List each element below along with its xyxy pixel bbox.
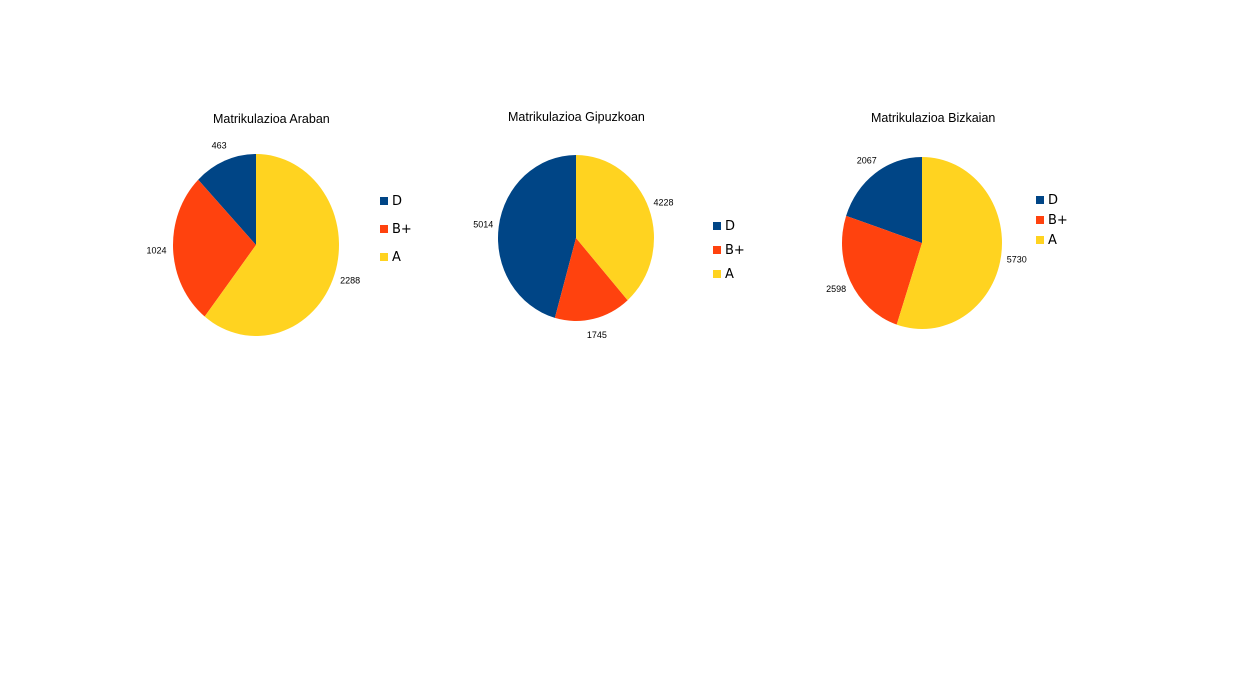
legend-label: B+ <box>392 221 412 237</box>
legend-swatch-bplus <box>1036 216 1044 224</box>
legend-araban: D B+ A <box>380 191 412 267</box>
legend-item-a: A <box>1036 230 1068 250</box>
legend-swatch-d <box>713 222 721 230</box>
legend-swatch-d <box>1036 196 1044 204</box>
pie-slice-d <box>498 155 576 318</box>
pie-slice-a <box>204 154 340 336</box>
legend-swatch-d <box>380 197 388 205</box>
pie-slice-bplus <box>172 179 256 317</box>
legend-gipuzkoan: D B+ A <box>713 216 745 284</box>
data-label-bplus: 1024 <box>147 246 167 256</box>
data-label-a: 5730 <box>1007 255 1027 265</box>
data-label-a: 4228 <box>654 198 674 208</box>
chart-title-araban: Matrikulazioa Araban <box>213 112 330 126</box>
legend-label: D <box>725 218 736 234</box>
data-label-d: 2067 <box>857 156 877 166</box>
legend-swatch-bplus <box>713 246 721 254</box>
legend-item-a: A <box>713 264 745 284</box>
chart-title-bizkaian: Matrikulazioa Bizkaian <box>871 111 996 125</box>
chart-title-gipuzkoan: Matrikulazioa Gipuzkoan <box>508 110 645 124</box>
legend-item-bplus: B+ <box>1036 210 1068 230</box>
pie-slice-a <box>576 155 654 301</box>
legend-bizkaian: D B+ A <box>1036 190 1068 250</box>
legend-item-d: D <box>1036 190 1068 210</box>
legend-label: A <box>1048 232 1057 248</box>
pie-slice-bplus <box>554 238 628 321</box>
legend-label: A <box>392 249 401 265</box>
legend-label: D <box>392 193 403 209</box>
data-label-d: 5014 <box>473 219 493 229</box>
legend-label: A <box>725 266 734 282</box>
legend-item-d: D <box>713 216 745 236</box>
data-label-bplus: 1745 <box>587 330 607 340</box>
legend-item-a: A <box>380 247 412 267</box>
legend-item-bplus: B+ <box>380 219 412 239</box>
pie-slice-d <box>198 154 256 245</box>
legend-label: B+ <box>725 242 745 258</box>
data-label-bplus: 2598 <box>826 284 846 294</box>
data-label-a: 2288 <box>340 276 360 286</box>
data-label-d: 463 <box>212 140 227 150</box>
pie-slice-a <box>896 157 1002 329</box>
legend-swatch-a <box>713 270 721 278</box>
legend-item-bplus: B+ <box>713 240 745 260</box>
legend-swatch-bplus <box>380 225 388 233</box>
pie-slice-bplus <box>842 215 922 325</box>
legend-swatch-a <box>380 253 388 261</box>
legend-item-d: D <box>380 191 412 211</box>
legend-label: B+ <box>1048 212 1068 228</box>
legend-label: D <box>1048 192 1059 208</box>
pie-slice-d <box>846 157 922 243</box>
legend-swatch-a <box>1036 236 1044 244</box>
